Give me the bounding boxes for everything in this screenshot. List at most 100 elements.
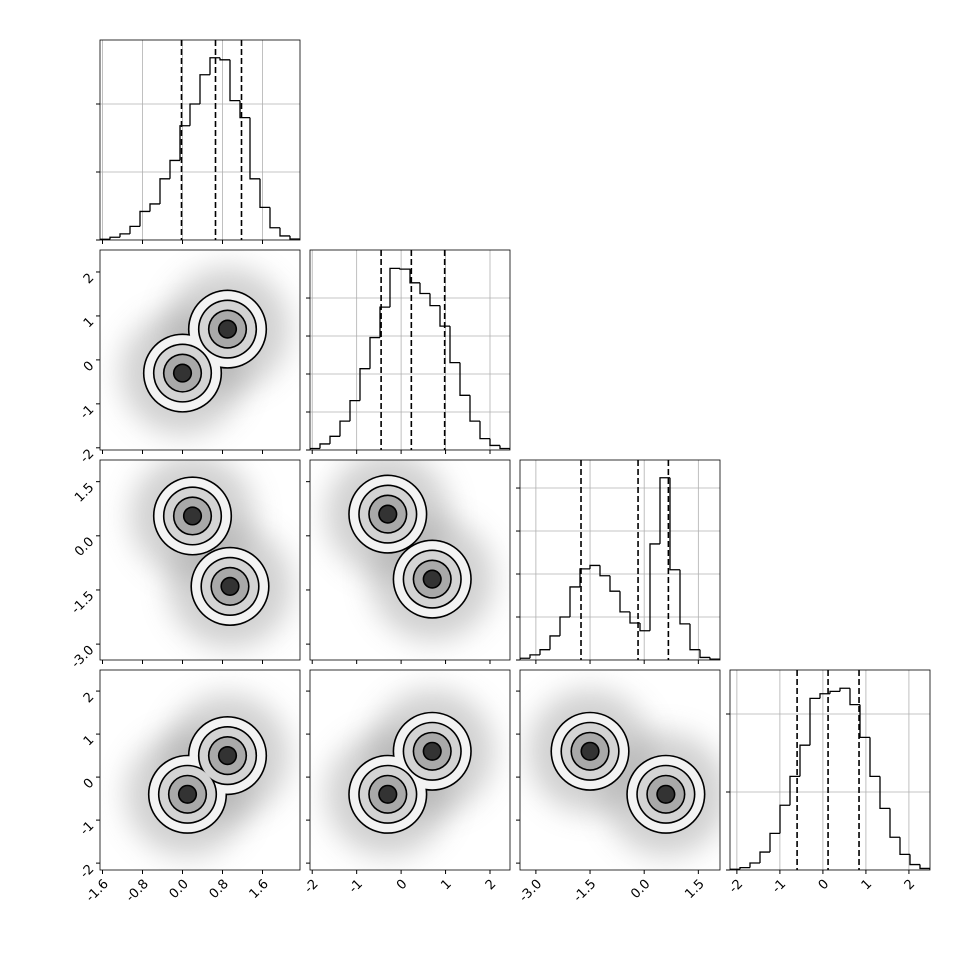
hist-step: [139, 210, 150, 227]
y-tick-label: 2: [81, 690, 97, 706]
x-tick-label: 1.5: [682, 877, 707, 902]
hist-step: [699, 649, 710, 659]
hist-step: [369, 336, 380, 369]
hist-step: [149, 203, 160, 212]
hist-step: [769, 832, 780, 853]
contour-level: [424, 571, 441, 588]
hist-step: [499, 445, 510, 450]
hist-step: [559, 616, 570, 636]
panel-frame: [729, 669, 931, 871]
contour-level: [219, 321, 236, 338]
hist-step: [809, 697, 820, 746]
x-tick-label: -3.0: [517, 877, 546, 906]
y-tick-label: 2: [81, 271, 97, 287]
hist-step: [659, 477, 670, 544]
panel: [528, 689, 720, 857]
hist-step: [429, 293, 440, 307]
hist-step: [669, 477, 680, 571]
panel-frame: [309, 459, 511, 661]
hist-step: [799, 744, 810, 777]
hist-step: [399, 268, 410, 270]
hist-step: [569, 586, 580, 618]
hist-step: [339, 420, 350, 437]
panel: [125, 693, 290, 857]
hist-step: [549, 635, 560, 650]
hist-step: [169, 159, 180, 179]
panel: [325, 689, 495, 857]
contour-level: [174, 365, 191, 382]
hist-step: [819, 693, 830, 699]
y-tick-label: -2: [78, 446, 98, 466]
panel: [520, 460, 720, 660]
panel-frame: [519, 459, 721, 661]
panel: [100, 40, 300, 240]
x-tick-label: 1: [438, 877, 454, 893]
hist-step: [279, 227, 290, 237]
y-tick-label: 0: [81, 776, 97, 792]
hist-step: [539, 649, 550, 655]
y-tick-label: -3.0: [69, 643, 98, 672]
hist-step: [629, 611, 640, 624]
x-tick-label: 1: [859, 877, 875, 893]
y-tick-label: -2: [78, 862, 98, 882]
y-tick-label: -1.5: [69, 589, 98, 618]
contour-level: [219, 747, 236, 764]
y-tick-label: 1: [81, 315, 97, 331]
hist-step: [449, 326, 460, 364]
hist-step: [919, 864, 930, 870]
hist-step: [639, 623, 650, 632]
hist-step: [319, 443, 330, 449]
panel-frame: [99, 39, 301, 241]
hist-step: [739, 867, 750, 870]
hist-step: [589, 564, 600, 569]
x-tick-label: 0: [816, 877, 832, 893]
hist-step: [189, 103, 200, 126]
hist-step: [889, 808, 900, 838]
hist-step: [439, 305, 450, 327]
hist-step: [849, 688, 860, 706]
contour-level: [179, 786, 196, 803]
hist-step: [289, 235, 300, 240]
panel: [730, 670, 930, 870]
hist-step: [379, 306, 390, 338]
panel: [130, 460, 292, 649]
hist-step: [859, 704, 870, 739]
contour-level: [222, 578, 238, 595]
hist-step: [789, 775, 800, 806]
x-tick-label: 0.0: [167, 877, 192, 902]
x-tick-label: 0.0: [628, 877, 653, 902]
hist-step: [709, 657, 720, 660]
contour-level: [657, 786, 674, 803]
hist-step: [520, 657, 530, 660]
hist-step: [879, 776, 890, 810]
hist-step: [209, 57, 220, 75]
hist-step: [129, 225, 140, 234]
hist-step: [749, 862, 760, 868]
y-tick-label: 1: [81, 733, 97, 749]
hist-step: [109, 236, 120, 240]
hist-step: [100, 238, 110, 240]
y-tick-label: 0.0: [72, 535, 97, 560]
hist-step: [119, 233, 130, 238]
y-tick-label: 1.5: [72, 480, 97, 505]
hist-step: [899, 837, 910, 856]
hist-step: [829, 690, 840, 694]
x-tick-label: 0.8: [207, 877, 232, 902]
hist-step: [909, 854, 920, 866]
panel-frame: [309, 669, 511, 871]
x-tick-label: -2: [726, 877, 746, 897]
x-tick-label: -0.8: [123, 877, 152, 906]
panel: [120, 267, 290, 436]
x-tick-label: 1.6: [247, 877, 272, 902]
panel-frame: [99, 249, 301, 451]
panel: [310, 250, 510, 450]
hist-step: [329, 435, 340, 444]
y-tick-label: -1: [78, 819, 98, 839]
hist-step: [269, 207, 280, 229]
hist-step: [619, 591, 630, 613]
panel-frame: [519, 669, 721, 871]
y-tick-label: -1: [78, 403, 98, 423]
hist-step: [419, 282, 430, 295]
hist-step: [249, 117, 260, 180]
contour-level: [379, 506, 396, 523]
